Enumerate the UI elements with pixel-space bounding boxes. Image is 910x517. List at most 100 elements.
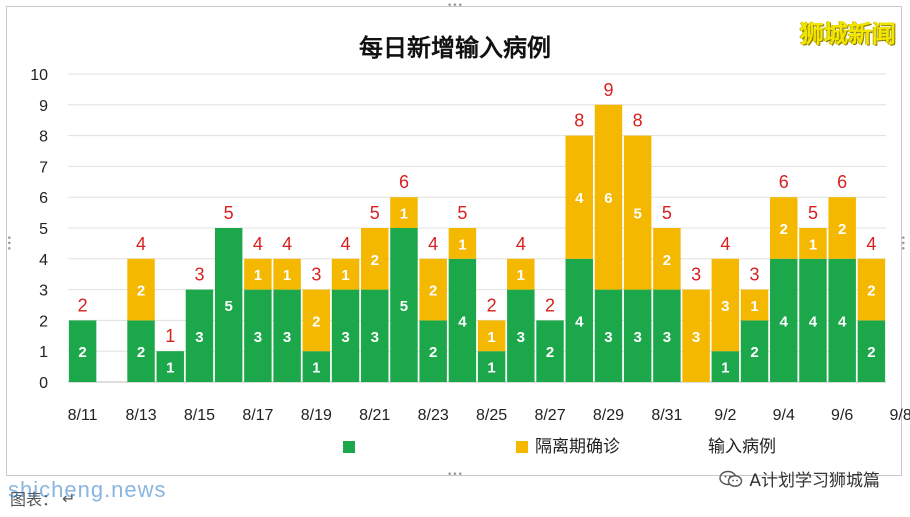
bar-value-label: 2 (429, 344, 437, 361)
bar-segment-yellow (799, 228, 827, 259)
total-value-label: 3 (194, 265, 204, 285)
bar-segment-yellow (331, 258, 360, 290)
bar-segment-green (565, 258, 593, 382)
bar-segment-green (156, 351, 184, 382)
bar-value-label: 5 (400, 298, 408, 315)
bar-segment-yellow (302, 289, 331, 352)
bar-value-label: 1 (721, 360, 729, 377)
bar-segment-green (68, 320, 97, 382)
bar-value-label: 3 (634, 329, 642, 346)
bar-segment-green (799, 258, 827, 382)
legend-swatch-green (343, 441, 355, 453)
bar-segment-yellow (244, 258, 272, 290)
x-tick-label: 8/21 (359, 407, 390, 424)
bar-segment-yellow (623, 135, 652, 290)
total-value-label: 4 (341, 234, 351, 254)
total-value-label: 5 (808, 203, 818, 223)
y-tick-label: 4 (39, 252, 48, 269)
bar-segment-green (507, 289, 535, 382)
bar-segment-yellow (770, 197, 798, 259)
total-value-label: 4 (720, 234, 730, 254)
bar-segment-yellow (477, 320, 506, 352)
bar-segment-yellow (419, 258, 447, 321)
bar-segment-yellow (653, 228, 681, 290)
bar-segment-green (214, 228, 243, 382)
total-value-label: 4 (428, 234, 438, 254)
total-value-label: 6 (779, 172, 789, 192)
bar-segment-green (623, 289, 652, 382)
bar-value-label: 2 (312, 313, 320, 330)
resize-handle-left[interactable]: ••• (3, 235, 13, 251)
legend-label-yellow: 隔离期确诊 (535, 437, 620, 457)
y-tick-label: 6 (39, 190, 48, 207)
bar-value-label: 1 (341, 267, 349, 284)
y-tick-label: 3 (39, 283, 48, 300)
total-value-label: 5 (457, 203, 467, 223)
resize-handle-top[interactable]: ••• (447, 1, 463, 11)
caption-label: 图表： (10, 490, 59, 509)
x-tick-label: 8/11 (68, 407, 98, 424)
bar-segment-yellow (828, 197, 856, 259)
source-label: A计划学习狮城篇 (749, 471, 880, 491)
y-tick-label: 5 (39, 221, 48, 238)
bar-value-label: 3 (604, 329, 612, 346)
total-value-label: 2 (487, 295, 497, 315)
total-value-label: 3 (691, 265, 701, 285)
total-value-label: 4 (136, 234, 146, 254)
bar-segment-yellow (565, 135, 593, 259)
chart-title: 每日新增输入病例 (359, 34, 551, 62)
x-tick-label: 9/2 (714, 407, 736, 424)
bar-value-label: 3 (283, 329, 291, 346)
bar-value-label: 6 (604, 190, 612, 207)
bar-segment-green (419, 320, 447, 382)
bar-segment-green (536, 320, 564, 382)
bar-value-label: 2 (867, 344, 875, 361)
bar-value-label: 5 (634, 206, 642, 223)
bar-value-label: 2 (750, 344, 758, 361)
bar-value-label: 1 (312, 360, 320, 377)
resize-handle-bottom[interactable]: ••• (447, 470, 463, 480)
bar-segment-yellow (390, 197, 418, 228)
x-tick-label: 8/19 (301, 407, 332, 424)
bar-value-label: 5 (225, 298, 233, 315)
bar-segment-green (127, 320, 155, 382)
legend-swatch-yellow (516, 441, 528, 453)
total-value-label: 4 (866, 234, 876, 254)
total-value-label: 8 (633, 111, 643, 131)
bar-segment-green (857, 320, 886, 382)
bar-segment-green (302, 351, 331, 382)
wechat-icon (719, 470, 743, 487)
bar-segment-green (185, 289, 214, 382)
total-value-label: 5 (370, 203, 380, 223)
total-value-label: 5 (662, 203, 672, 223)
total-value-label: 4 (516, 234, 526, 254)
bar-value-label: 3 (371, 329, 379, 346)
x-tick-label: 8/27 (534, 407, 565, 424)
bar-value-label: 4 (838, 313, 847, 330)
bar-value-label: 3 (692, 329, 700, 346)
bar-segment-green (273, 289, 301, 382)
bar-segment-green (361, 289, 389, 382)
total-value-label: 2 (78, 295, 88, 315)
bar-segment-green (477, 351, 506, 382)
y-tick-label: 9 (39, 98, 48, 115)
figure-caption: 图表： ↵ (10, 486, 75, 510)
bar-segment-green (653, 289, 681, 382)
resize-handle-right[interactable]: ••• (897, 235, 907, 251)
bar-segment-green (390, 228, 418, 382)
bar-value-label: 2 (838, 221, 846, 238)
source-credit: A计划学习狮城篇 (719, 466, 880, 491)
y-tick-label: 0 (39, 375, 48, 392)
bar-segment-yellow (448, 228, 477, 259)
x-tick-label: 8/31 (651, 407, 682, 424)
bar-segment-yellow (857, 258, 886, 321)
bar-value-label: 2 (137, 283, 145, 300)
bar-segment-green (740, 320, 769, 382)
bar-segment-yellow (740, 289, 769, 321)
bar-value-label: 1 (809, 236, 817, 253)
bar-segment-green (594, 289, 623, 382)
bar-value-label: 3 (517, 329, 525, 346)
total-value-label: 3 (750, 265, 760, 285)
bar-value-label: 1 (517, 267, 525, 284)
